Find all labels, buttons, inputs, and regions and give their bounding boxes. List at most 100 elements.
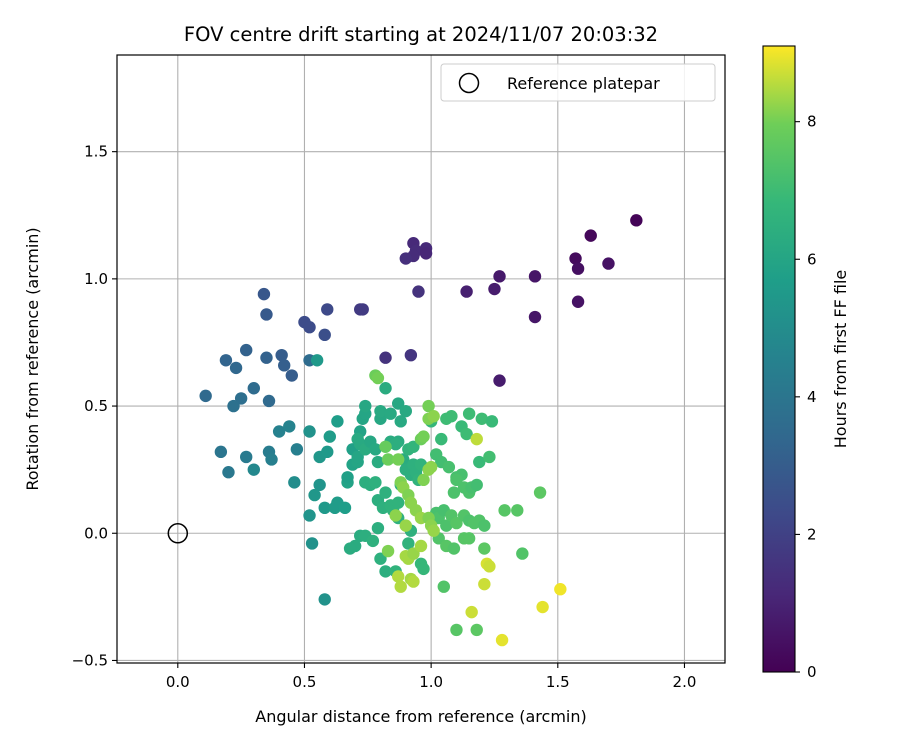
scatter-point — [265, 453, 278, 466]
scatter-point — [318, 501, 331, 515]
scatter-point — [571, 262, 585, 275]
scatter-point — [381, 544, 395, 558]
x-tick-label: 1.5 — [546, 673, 570, 691]
y-tick-label: 1.5 — [84, 143, 108, 161]
scatter-point — [392, 570, 405, 583]
scatter-point — [516, 547, 529, 560]
scatter-point — [381, 453, 395, 466]
legend-reference-marker-icon — [458, 72, 480, 94]
scatter-point — [417, 473, 430, 487]
y-axis-ticks: −0.5 0.0 0.5 1.0 1.5 — [72, 143, 117, 669]
scatter-point — [584, 229, 597, 242]
colorbar: 0 2 4 6 8 Hours from first FF file — [762, 45, 850, 681]
scatter-point — [318, 328, 331, 342]
x-tick-label: 0.0 — [166, 673, 190, 691]
y-tick-label: 0.5 — [84, 397, 108, 415]
scatter-point — [240, 343, 253, 357]
scatter-point — [310, 354, 324, 367]
colorbar-tick-label: 8 — [807, 113, 817, 131]
scatter-point — [460, 285, 473, 298]
scatter-point — [285, 369, 298, 382]
scatter-point — [488, 282, 501, 296]
legend-box — [440, 63, 716, 102]
scatter-point — [227, 399, 240, 413]
scatter-point — [495, 633, 509, 647]
x-axis-label: Angular distance from reference (arcmin) — [255, 707, 586, 726]
y-tick-label: 1.0 — [84, 270, 108, 288]
scatter-point — [369, 443, 382, 456]
scatter-point — [331, 415, 344, 428]
scatter-point — [379, 565, 392, 578]
scatter-point — [303, 509, 316, 522]
scatter-point — [447, 542, 461, 555]
y-tick-label: 0.0 — [84, 524, 108, 542]
scatter-point — [308, 488, 321, 502]
scatter-point — [571, 295, 585, 308]
scatter-point — [427, 524, 440, 537]
scatter-point — [485, 415, 499, 428]
scatter-point — [278, 359, 291, 372]
scatter-point — [511, 504, 524, 517]
scatter-point — [445, 410, 458, 423]
scatter-point — [272, 425, 286, 438]
scatter-point — [240, 450, 253, 464]
scatter-point — [470, 478, 483, 492]
x-tick-label: 0.5 — [293, 673, 317, 691]
scatter-point — [356, 303, 369, 316]
scatter-point — [366, 534, 380, 548]
scatter-point — [473, 455, 486, 469]
scatter-point — [338, 501, 352, 515]
scatter-point — [478, 577, 491, 591]
scatter-point — [493, 270, 506, 283]
y-axis-label: Rotation from reference (arcmin) — [23, 227, 42, 490]
scatter-point — [379, 440, 392, 453]
scatter-point — [229, 361, 243, 375]
scatter-point — [450, 473, 463, 487]
scatter-point — [318, 593, 331, 606]
scatter-point — [528, 270, 542, 283]
scatter-point — [323, 430, 336, 443]
scatter-point — [462, 407, 476, 420]
x-tick-label: 1.0 — [419, 673, 443, 691]
scatter-point — [234, 392, 248, 405]
scatter-point — [498, 504, 511, 517]
scatter-point — [417, 430, 430, 443]
scatter-point — [313, 478, 326, 492]
legend-entry-reference: Reference platepar — [507, 74, 660, 93]
scatter-point — [371, 371, 385, 385]
scatter-point — [303, 321, 316, 334]
scatter-point — [384, 407, 397, 420]
scatter-point — [528, 310, 542, 324]
scatter-point — [412, 285, 425, 298]
scatter-point — [394, 580, 407, 593]
scatter-point — [374, 552, 387, 565]
scatter-point — [404, 348, 418, 362]
scatter-point — [399, 519, 412, 532]
scatter-point — [475, 412, 488, 425]
scatter-point — [257, 287, 271, 301]
scatter-point — [414, 539, 428, 553]
x-tick-label: 2.0 — [673, 673, 697, 691]
scatter-point — [435, 432, 448, 446]
reference-marker — [167, 523, 189, 544]
scatter-point — [536, 600, 549, 614]
scatter-point — [450, 623, 463, 637]
scatter-point — [341, 471, 354, 484]
scatter-point — [493, 374, 506, 387]
scatter-point — [483, 560, 496, 573]
colorbar-tick-label: 6 — [807, 250, 817, 268]
scatter-point — [630, 214, 643, 227]
scatter-point — [417, 562, 430, 576]
scatter-point — [470, 432, 483, 446]
scatter-point — [303, 425, 316, 438]
scatter-point — [219, 354, 233, 367]
scatter-point — [478, 542, 491, 555]
scatter-point — [470, 623, 483, 637]
scatter-point — [343, 542, 357, 555]
scatter-point — [407, 547, 420, 560]
scatter-point — [392, 496, 405, 509]
scatter-point — [305, 537, 319, 550]
colorbar-tick-label: 4 — [807, 388, 817, 406]
scatter-point — [288, 476, 301, 489]
scatter-point — [399, 404, 412, 418]
